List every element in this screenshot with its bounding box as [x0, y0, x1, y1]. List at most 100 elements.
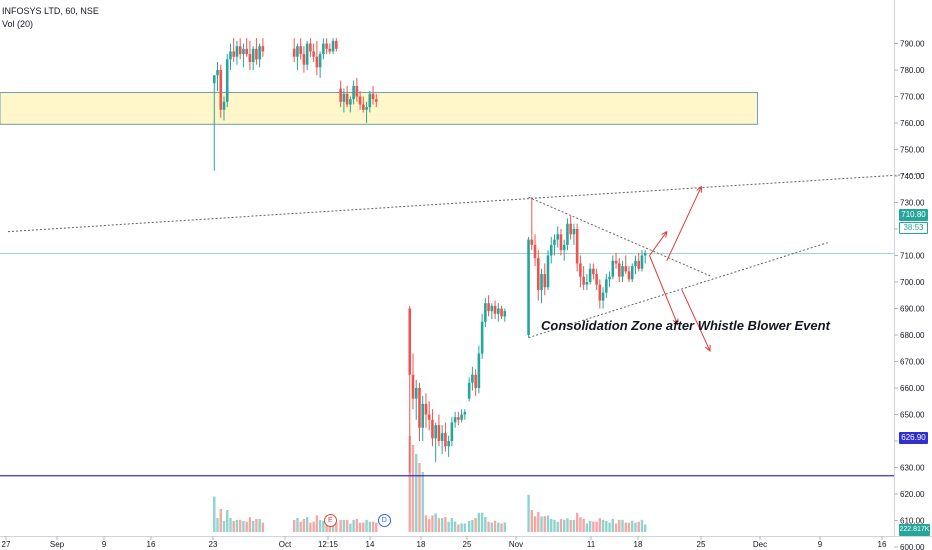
arrow-head-2: [672, 318, 679, 326]
candle-body-20: [305, 43, 309, 65]
candle-body-107: [640, 255, 644, 269]
candle-body-0: [212, 75, 216, 84]
x-tick-label-4: 23: [209, 540, 218, 549]
volume-bar-89: [582, 518, 585, 532]
x-tick-label-9: 25: [463, 540, 472, 549]
price-axis[interactable]: 790.00 780.00 770.00 760.00 750.00 740.00 730.…: [894, 40, 925, 550]
volume-bar-99: [614, 523, 618, 532]
y-tick-label-3: 760.00: [900, 119, 925, 128]
candle-body-77: [543, 274, 547, 288]
candle-body-51: [437, 425, 441, 441]
candle-body-90: [585, 282, 589, 285]
event-badge-e[interactable]: E: [323, 514, 337, 527]
volume-bar-60: [467, 520, 471, 532]
volume-bar-108: [644, 524, 647, 532]
horizontal-lines: [0, 252, 894, 477]
candle-body-13: [255, 48, 258, 60]
candle-body-95: [601, 292, 605, 301]
candle-body-15: [261, 46, 265, 52]
candle-body-18: [299, 46, 302, 55]
candle-body-31: [342, 93, 346, 102]
arrow-shaft-2: [649, 255, 679, 325]
event-badge-d[interactable]: D: [377, 514, 391, 527]
volume-bar-39: [368, 521, 371, 532]
volume-bar-45: [418, 463, 421, 532]
volume-bar-24: [318, 520, 322, 532]
volume-bar-87: [575, 512, 579, 532]
candle-body-100: [617, 263, 621, 277]
candle-body-56: [453, 417, 457, 423]
volume-bar-74: [533, 516, 537, 532]
candle-body-57: [457, 417, 460, 420]
candle-body-101: [621, 266, 624, 277]
candle-body-26: [325, 43, 328, 49]
symbol-title[interactable]: INFOSYS LTD, 60, NSE: [2, 6, 99, 16]
time-axis[interactable]: 27 Sep 9 16 23 Oct 12:15 14 18 25 Nov 11 18 25 Dec 9 16: [2, 536, 887, 549]
y-tick-label-13: 660.00: [900, 384, 925, 393]
volume-bar-27: [328, 525, 332, 532]
volume-bar-3: [222, 520, 226, 532]
candle-body-62: [474, 374, 477, 388]
candle-body-6: [232, 51, 236, 57]
volume-bar-81: [556, 521, 559, 532]
candle-body-47: [424, 403, 428, 415]
candle-body-33: [349, 99, 352, 105]
candle-body-50: [434, 425, 437, 439]
candle-body-28: [331, 40, 335, 52]
candle-body-48: [427, 414, 431, 420]
candle-body-75: [536, 258, 540, 290]
volume-bar-5: [229, 518, 232, 532]
volume-bar-70: [500, 523, 503, 532]
volume-bar-62: [474, 518, 477, 532]
candle-body-46: [421, 403, 425, 428]
candle-body-29: [335, 40, 338, 49]
candle-body-59: [463, 411, 467, 415]
candle-body-3: [222, 101, 226, 110]
volume-bar-21: [309, 522, 312, 532]
candle-body-68: [493, 305, 497, 314]
volume-indicator-label[interactable]: Vol (20): [2, 19, 34, 29]
volume-bar-71: [503, 522, 506, 532]
volume-bar-79: [550, 519, 553, 532]
volume-bar-65: [484, 517, 487, 532]
x-tick-label-3: 16: [147, 540, 156, 549]
volume-bar-103: [627, 522, 631, 532]
volume-bar-95: [601, 519, 605, 532]
candle-body-99: [614, 260, 618, 264]
y-tick-label-5: 740.00: [900, 172, 925, 181]
volume-bar-93: [595, 521, 598, 532]
candle-body-41: [374, 99, 378, 102]
volume-bar-38: [365, 519, 368, 532]
volume-bar-49: [431, 515, 434, 532]
volume-bar-16: [293, 519, 296, 532]
candle-body-96: [605, 279, 608, 293]
candle-body-88: [579, 263, 582, 277]
candle-body-61: [471, 374, 474, 383]
volume-bar-7: [235, 519, 239, 532]
volume-bar-31: [342, 519, 346, 532]
volume-bar-72: [527, 494, 530, 532]
volume-bar-102: [624, 522, 627, 532]
volume-bar-26: [325, 521, 328, 532]
volume-bar-88: [579, 517, 582, 532]
volume-bar-41: [375, 522, 378, 532]
candle-body-92: [592, 268, 595, 275]
y-tick-label-17: 620.00: [900, 490, 925, 499]
y-tick-label-0: 790.00: [900, 40, 925, 49]
volume-bar-94: [598, 518, 602, 532]
y-tick-label-6: 730.00: [900, 199, 925, 208]
volume-bar-56: [453, 521, 457, 532]
x-tick-label-15: 9: [818, 540, 823, 549]
candle-body-108: [643, 252, 647, 256]
x-tick-label-5: Oct: [279, 540, 292, 549]
volume-bar-68: [493, 520, 497, 532]
y-tick-label-19: 600.00: [900, 543, 925, 550]
volume-bar-13: [255, 519, 258, 532]
volume-bar-92: [592, 521, 595, 532]
volume-bar-59: [463, 523, 467, 532]
volume-bar-57: [457, 524, 460, 532]
x-tick-label-13: 25: [697, 540, 706, 549]
volume-bar-19: [302, 519, 306, 532]
support-price-tag: 626.90: [899, 432, 928, 444]
